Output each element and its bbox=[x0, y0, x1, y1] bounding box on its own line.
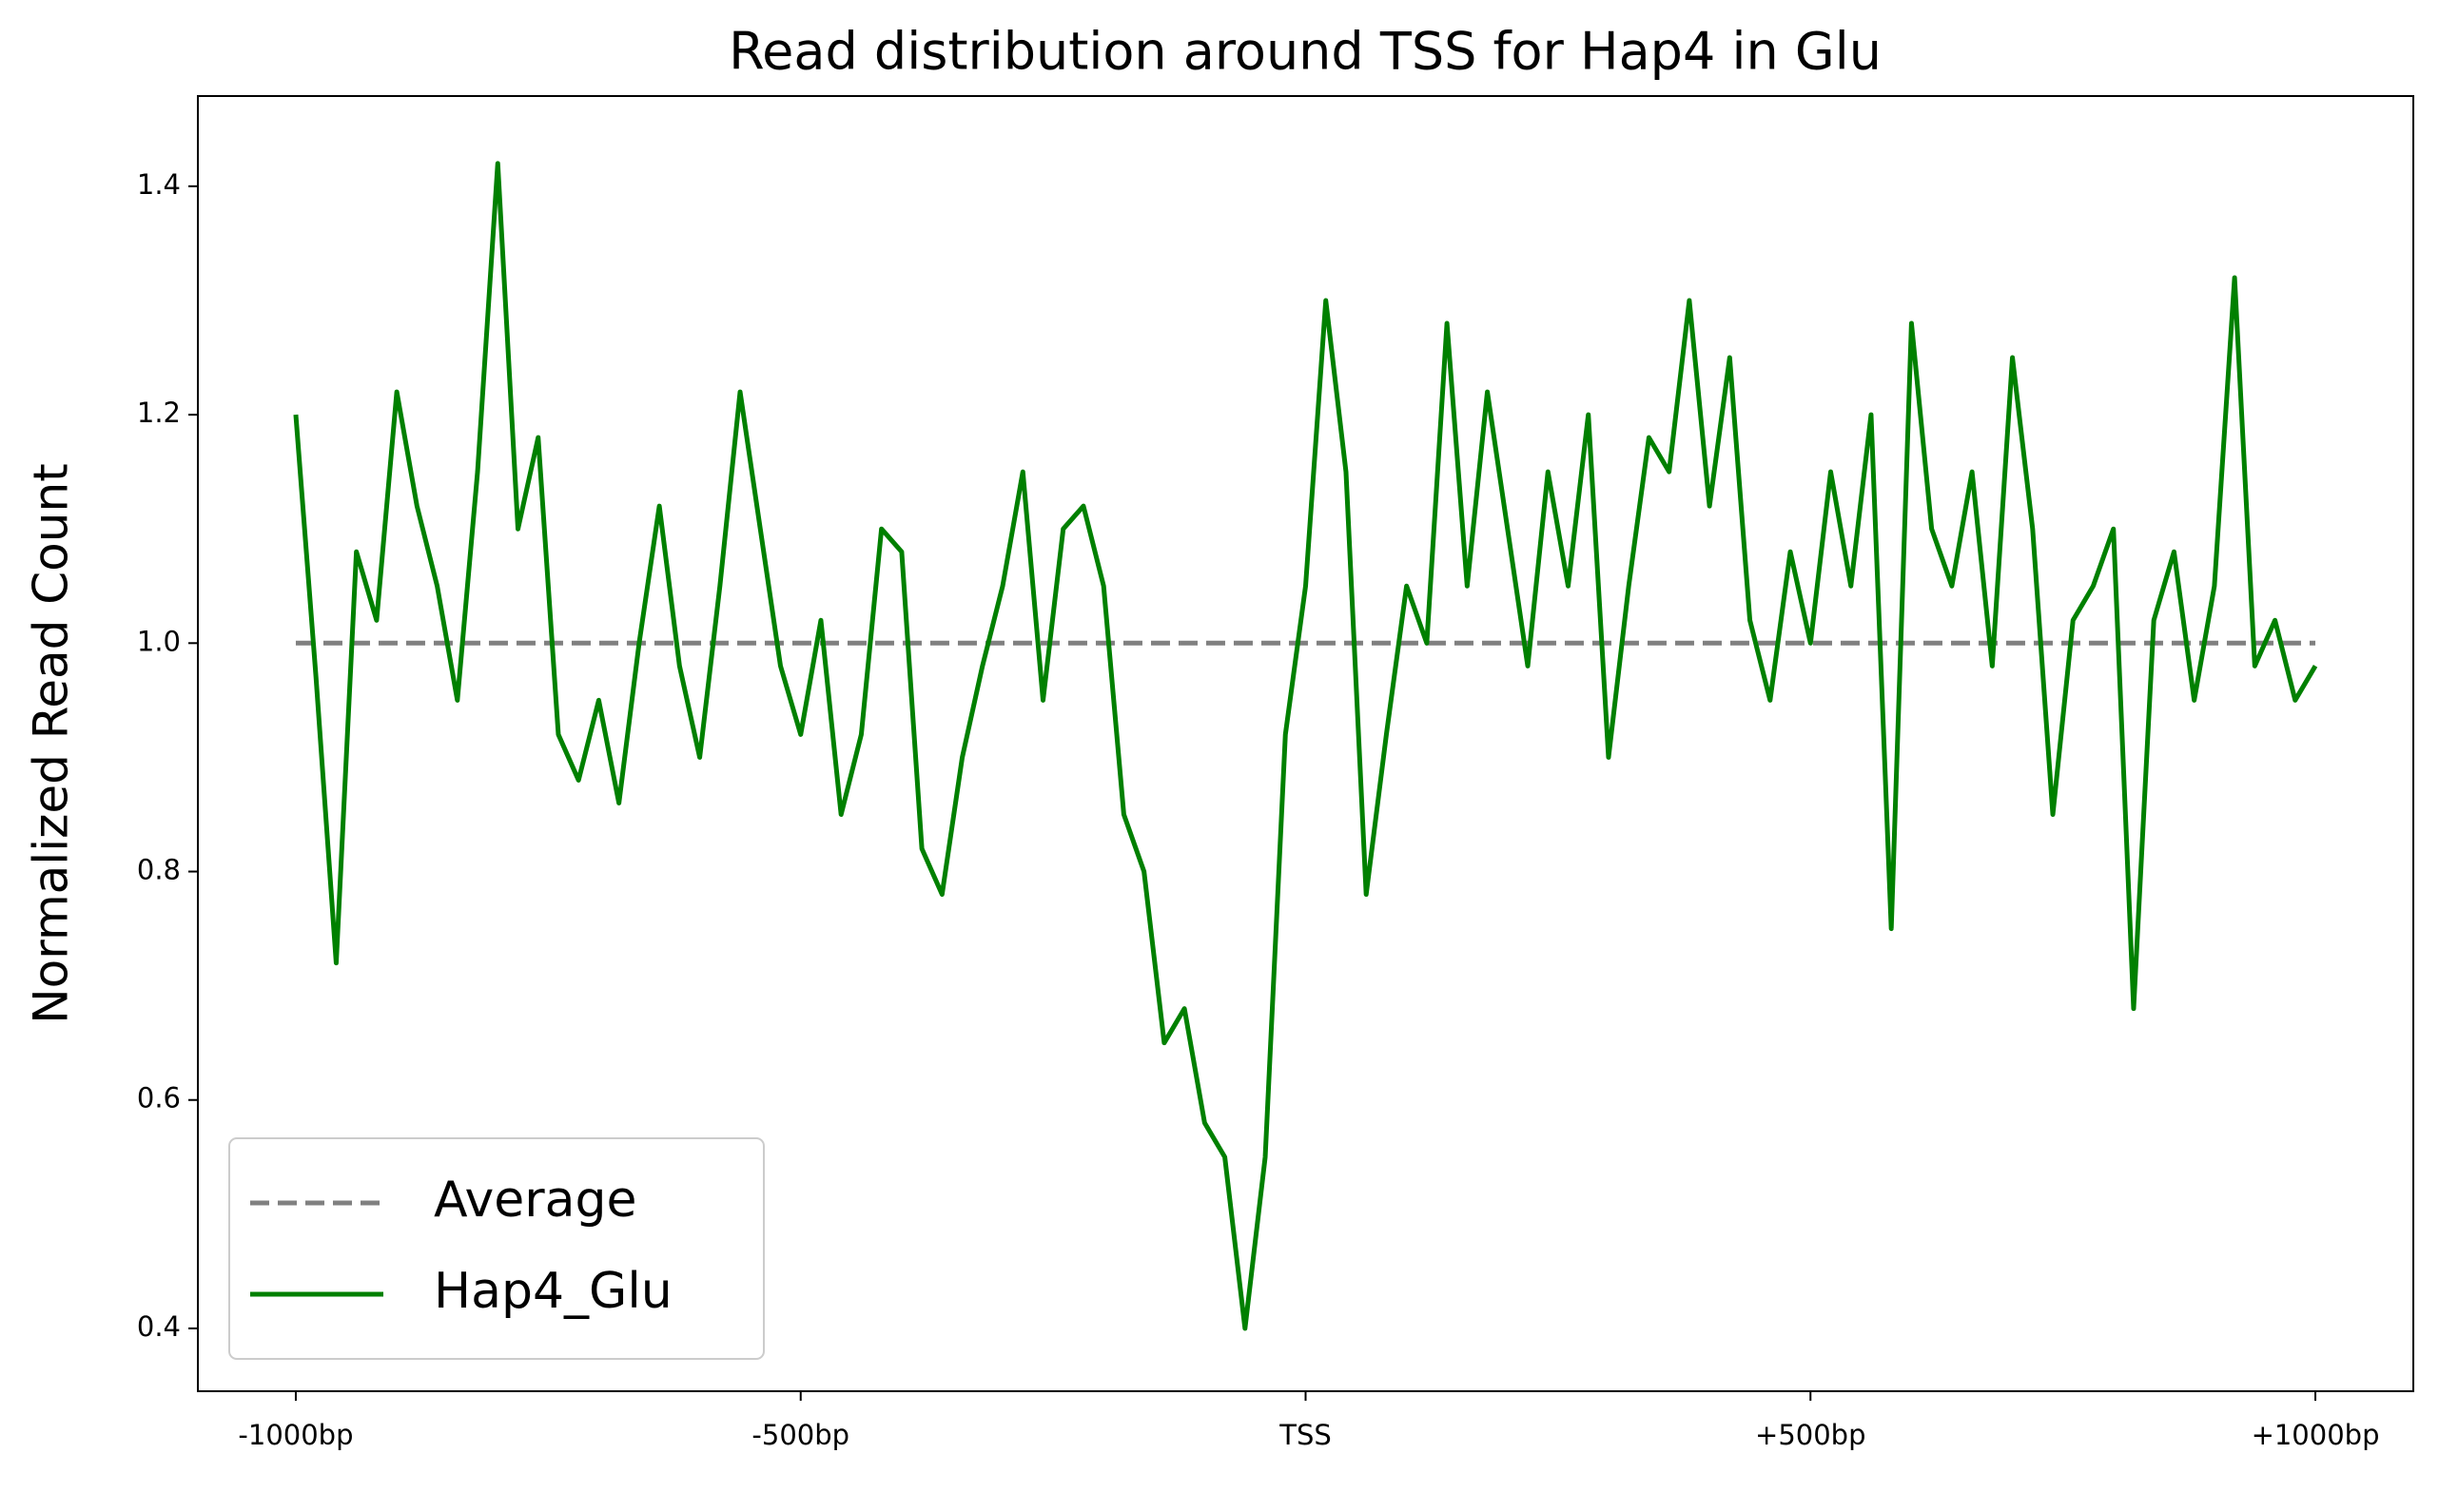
x-tick-label: TSS bbox=[1278, 1419, 1332, 1451]
legend-label: Average bbox=[434, 1172, 637, 1229]
legend-label: Hap4_Glu bbox=[434, 1263, 673, 1320]
y-tick-label: 1.4 bbox=[137, 168, 181, 201]
x-tick-label: +500bp bbox=[1755, 1419, 1865, 1451]
y-tick-label: 1.2 bbox=[137, 397, 181, 429]
y-tick-label: 0.8 bbox=[137, 854, 181, 886]
chart-title: Read distribution around TSS for Hap4 in… bbox=[729, 22, 1882, 82]
y-tick-label: 0.4 bbox=[137, 1310, 181, 1343]
x-tick-label: -500bp bbox=[751, 1419, 849, 1451]
legend-box bbox=[228, 1137, 765, 1360]
line bbox=[293, 161, 2318, 1331]
y-tick-label: 0.6 bbox=[137, 1082, 181, 1115]
x-tick-label: -1000bp bbox=[238, 1419, 353, 1451]
x-tick-label: +1000bp bbox=[2252, 1419, 2380, 1451]
plot-frame bbox=[197, 95, 2414, 1392]
y-axis-label: Normalized Read Count bbox=[24, 463, 79, 1023]
y-tick-label: 1.0 bbox=[137, 625, 181, 657]
